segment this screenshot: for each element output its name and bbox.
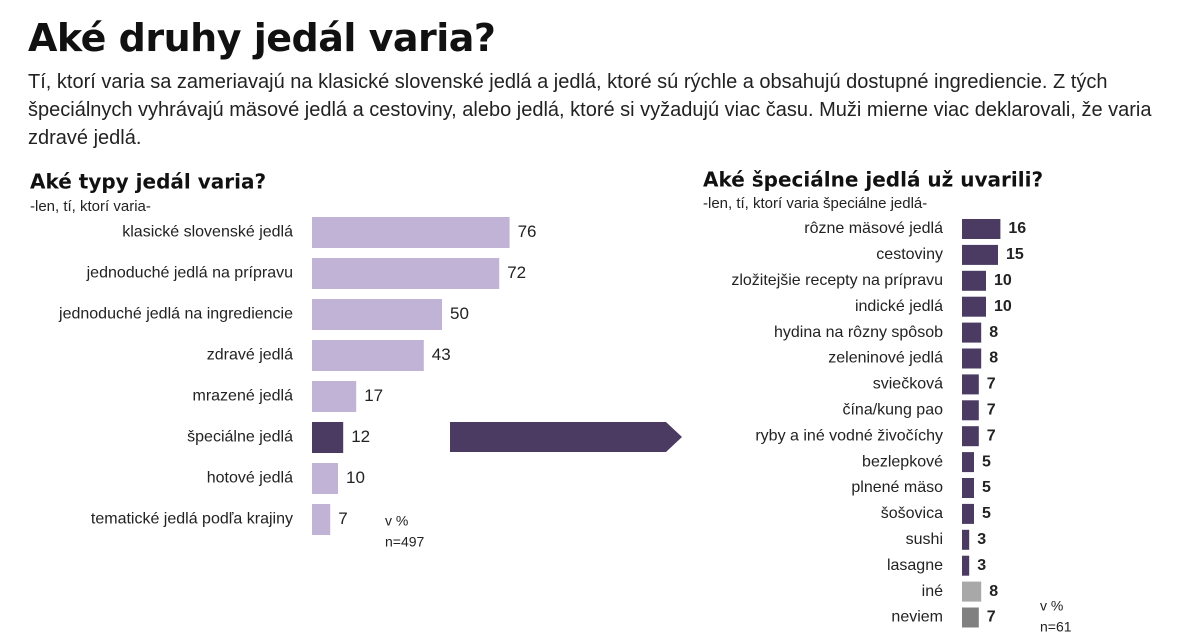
arrow xyxy=(450,422,682,452)
category-label: klasické slovenské jedlá xyxy=(122,224,293,241)
category-label: lasagne xyxy=(887,557,943,574)
value-label: 17 xyxy=(364,386,383,405)
category-label: bezlepkové xyxy=(862,453,943,470)
bar xyxy=(312,463,338,494)
value-label: 50 xyxy=(450,304,469,323)
bar xyxy=(962,270,986,291)
value-label: 7 xyxy=(338,509,347,528)
category-label: hotové jedlá xyxy=(207,470,293,487)
chart-subtitle: -len, tí, ktorí varia- xyxy=(30,198,151,215)
category-label: zložitejšie recepty na prípravu xyxy=(731,272,943,289)
bar xyxy=(962,529,970,550)
category-label: zdravé jedlá xyxy=(207,347,293,364)
bar xyxy=(962,244,998,265)
value-label: 72 xyxy=(507,263,526,282)
bar xyxy=(312,258,500,289)
category-label: šošovica xyxy=(881,505,943,522)
value-label: 7 xyxy=(987,402,996,419)
page-title: Aké druhy jedál varia? xyxy=(28,16,496,60)
bar xyxy=(962,555,970,576)
category-label: cestoviny xyxy=(876,246,943,263)
value-label: 7 xyxy=(987,609,996,626)
category-label: ryby a iné vodné živočíchy xyxy=(755,427,943,444)
value-label: 7 xyxy=(987,427,996,444)
bar xyxy=(962,296,986,317)
value-label: 8 xyxy=(989,583,998,600)
bar xyxy=(312,217,510,248)
page-description: Tí, ktorí varia sa zameriavajú na klasic… xyxy=(28,71,1152,149)
value-label: 3 xyxy=(977,557,986,574)
bar xyxy=(962,452,974,473)
value-label: 5 xyxy=(982,453,991,470)
category-label: jednoduché jedlá na ingrediencie xyxy=(58,306,293,323)
category-label: iné xyxy=(922,583,943,600)
category-label: plnené mäso xyxy=(851,479,943,496)
chart-title: Aké špeciálne jedlá už uvarili? xyxy=(703,168,1043,192)
chart-subtitle: -len, tí, ktorí varia špeciálne jedlá- xyxy=(703,195,927,212)
bar xyxy=(312,422,344,453)
value-label: 10 xyxy=(994,298,1012,315)
bar xyxy=(962,426,979,447)
category-label: mrazené jedlá xyxy=(193,388,294,405)
bar xyxy=(312,504,331,535)
value-label: 16 xyxy=(1008,220,1026,237)
value-label: 8 xyxy=(989,324,998,341)
value-label: 76 xyxy=(518,222,537,241)
category-label: zeleninové jedlá xyxy=(828,350,943,367)
unit-note: v % xyxy=(385,513,408,529)
value-label: 3 xyxy=(977,531,986,548)
value-label: 8 xyxy=(989,350,998,367)
category-label: hydina na rôzny spôsob xyxy=(774,324,943,341)
value-label: 5 xyxy=(982,479,991,496)
category-label: sushi xyxy=(906,531,943,548)
bar xyxy=(962,219,1001,239)
sample-note: n=61 xyxy=(1040,619,1072,635)
value-label: 10 xyxy=(994,272,1012,289)
bar xyxy=(962,503,974,524)
bar xyxy=(962,348,982,369)
category-label: neviem xyxy=(891,609,943,626)
bar xyxy=(962,478,974,498)
category-label: čína/kung pao xyxy=(842,402,943,419)
bar xyxy=(312,340,424,371)
bar xyxy=(962,607,979,628)
category-label: jednoduché jedlá na prípravu xyxy=(86,265,293,282)
bar xyxy=(962,374,979,395)
bar xyxy=(962,322,982,343)
value-label: 5 xyxy=(982,505,991,522)
category-label: tematické jedlá podľa krajiny xyxy=(91,511,293,528)
value-label: 7 xyxy=(987,376,996,393)
bar xyxy=(962,400,979,421)
value-label: 43 xyxy=(432,345,451,364)
value-label: 15 xyxy=(1006,246,1024,263)
sample-note: n=497 xyxy=(385,534,425,550)
chart-title: Aké typy jedál varia? xyxy=(30,170,266,194)
value-label: 10 xyxy=(346,468,365,487)
category-label: sviečková xyxy=(873,376,943,393)
category-label: špeciálne jedlá xyxy=(187,429,293,446)
category-label: indické jedlá xyxy=(855,298,943,315)
category-label: rôzne mäsové jedlá xyxy=(804,220,943,237)
value-label: 12 xyxy=(351,427,370,446)
bar xyxy=(312,381,357,412)
bar xyxy=(962,581,982,602)
unit-note: v % xyxy=(1040,598,1063,614)
bar xyxy=(312,299,442,330)
